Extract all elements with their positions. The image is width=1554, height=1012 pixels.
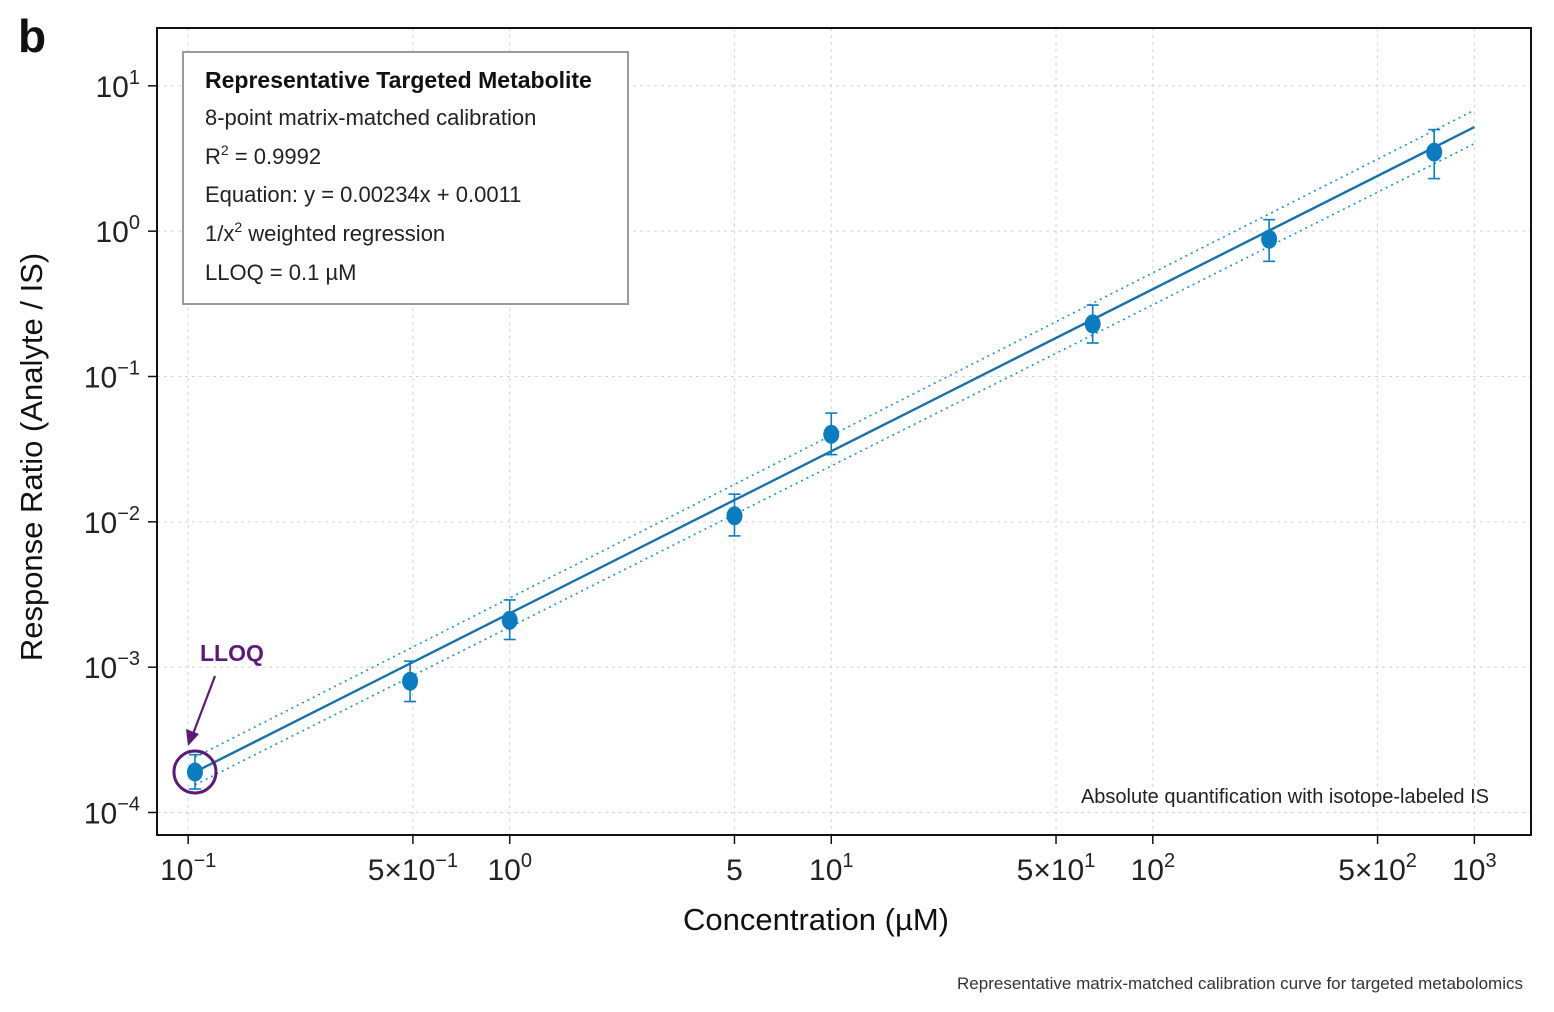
band-lower-line (194, 142, 1475, 786)
info-box-line-r2: R2 = 0.9992 (205, 142, 321, 169)
x-tick-label-1: 5×10−1 (368, 850, 458, 887)
data-points (186, 128, 1443, 790)
data-point-3 (726, 506, 743, 526)
x-tick-label-6: 102 (1131, 850, 1176, 887)
lloq-arrow-shaft (191, 675, 217, 735)
y-tick-label-2: 10−2 (84, 503, 140, 540)
data-point-2 (501, 610, 518, 630)
x-tick-label-5: 5×101 (1017, 850, 1096, 887)
fit-line-group (194, 126, 1475, 774)
data-point-4 (823, 424, 840, 444)
info-box-frame (182, 51, 629, 305)
fit-line (194, 126, 1475, 774)
y-tick-label-1: 10−3 (84, 648, 140, 685)
figure-caption: Representative matrix-matched calibratio… (957, 974, 1523, 993)
info-box-line-equation: Equation: y = 0.00234x + 0.0011 (205, 182, 521, 207)
y-axis-ticks: 10−4 10−3 10−2 10−1 100 101 (84, 67, 157, 830)
data-point-0 (186, 762, 203, 782)
x-tick-label-2: 100 (487, 850, 532, 887)
x-tick-label-3: 5 (726, 854, 743, 887)
info-box: Representative Targeted Metabolite 8-poi… (182, 51, 629, 305)
x-tick-label-0: 10−1 (160, 850, 216, 887)
plot-frame (156, 27, 1532, 836)
data-point-1 (402, 671, 419, 691)
data-point-7 (1426, 142, 1443, 162)
data-point-5 (1084, 314, 1101, 334)
y-tick-label-4: 100 (96, 212, 141, 249)
lloq-arrow-head (186, 729, 199, 746)
y-tick-label-0: 10−4 (84, 793, 140, 830)
x-tick-label-8: 103 (1452, 850, 1497, 887)
info-box-line-weighting: 1/x2 weighted regression (205, 219, 445, 246)
lloq-label: LLOQ (200, 640, 264, 666)
method-note: Absolute quantification with isotope-lab… (1081, 786, 1489, 808)
lloq-circle (172, 749, 218, 795)
info-box-title: Representative Targeted Metabolite (205, 67, 592, 93)
x-tick-label-7: 5×102 (1338, 850, 1417, 887)
confidence-band (194, 109, 1475, 786)
lloq-annotation: LLOQ (172, 640, 264, 795)
x-tick-label-4: 101 (809, 850, 854, 887)
info-box-line-lloq: LLOQ = 0.1 µM (205, 260, 356, 285)
panel-label: b (18, 10, 46, 62)
y-tick-label-5: 101 (96, 67, 141, 104)
x-axis-title: Concentration (µM) (683, 902, 949, 937)
y-tick-label-3: 10−1 (84, 357, 140, 394)
grid (157, 28, 1531, 835)
y-axis-title: Response Ratio (Analyte / IS) (14, 253, 49, 661)
x-axis-ticks: 10−1 5×10−1 100 5 101 5×101 102 5×102 103 (160, 835, 1497, 887)
info-box-line-calibration: 8-point matrix-matched calibration (205, 105, 536, 130)
data-point-6 (1261, 229, 1278, 249)
band-upper-line (194, 109, 1475, 758)
